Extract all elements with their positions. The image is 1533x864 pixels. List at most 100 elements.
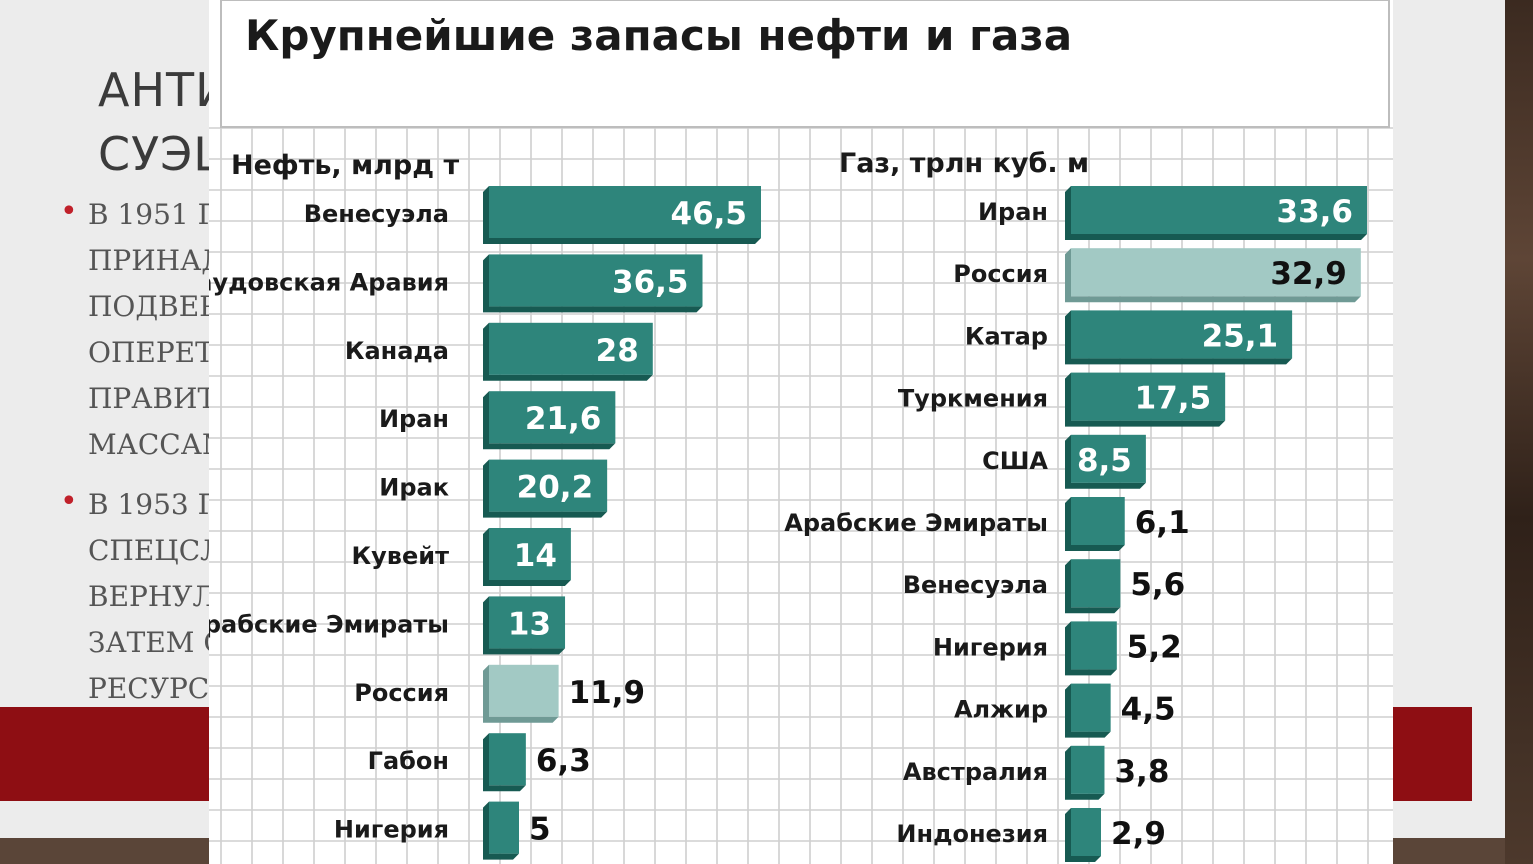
gas-value-label: 4,5	[1121, 692, 1176, 728]
oil-value-label: 6,3	[536, 743, 591, 779]
bar-shadow	[1065, 808, 1101, 862]
bar-shadow	[483, 254, 703, 313]
bar-shadow	[483, 733, 526, 792]
bar-shadow	[1065, 683, 1111, 738]
gas-category-label: Алжир	[954, 696, 1048, 724]
gas-category-label: Венесуэла	[903, 571, 1048, 599]
bar-shadow	[1065, 372, 1226, 427]
gas-category-label: Иран	[978, 198, 1048, 226]
gas-series-title: Газ, трлн куб. м	[839, 148, 1089, 179]
gas-bar	[1071, 683, 1111, 732]
gas-value-label: 6,1	[1135, 505, 1190, 541]
gas-bar	[1071, 808, 1101, 856]
bullet-line: ВЕРНУЛ	[88, 580, 216, 613]
slide-title-line: АНТИ	[98, 63, 231, 117]
oil-category-label: Венесуэла	[304, 200, 449, 228]
oil-series-title: Нефть, млрд т	[231, 150, 459, 181]
gas-category-label: Туркмения	[898, 385, 1048, 413]
slide-title: АНТИ СУЭЦ	[98, 58, 231, 186]
bullet-line: РЕСУРСО	[88, 672, 233, 705]
bullet-line: ОПЕРЕТ	[88, 336, 214, 369]
gas-category-label: Арабские Эмираты	[784, 509, 1048, 537]
oil-bar	[489, 322, 653, 375]
oil-value-label: 21,6	[525, 401, 602, 437]
chart-svg: Крупнейшие запасы нефти и газа Нефть, млр…	[209, 0, 1393, 864]
gas-value-label: 17,5	[1135, 381, 1212, 417]
oil-bar	[489, 459, 608, 512]
bar-shadow	[1065, 745, 1105, 800]
oil-value-label: 14	[514, 538, 557, 574]
bar-shadow	[483, 664, 559, 723]
oil-value-label: 13	[508, 606, 551, 642]
oil-value-label: 28	[596, 333, 639, 369]
oil-value-label: 5	[529, 812, 551, 848]
oil-value-label: 11,9	[569, 675, 646, 711]
gas-bar	[1071, 248, 1361, 297]
gas-value-label: 3,8	[1114, 754, 1169, 790]
bullet-line: ПРАВИТ	[88, 382, 217, 415]
oil-category-label: Канада	[345, 337, 449, 365]
oil-value-label: 36,5	[612, 264, 689, 300]
bar-shadow	[483, 596, 566, 655]
bullet-line: ЗАТЕМ С	[88, 626, 225, 659]
gas-bar	[1071, 434, 1146, 483]
bullet-line: ПРИНАД	[88, 244, 225, 277]
oil-category-label: Габон	[368, 747, 449, 775]
bullet-line: СПЕЦСЛ	[88, 534, 224, 567]
bar-shadow	[1065, 434, 1146, 489]
oil-bar	[489, 528, 571, 580]
bullet-dot-icon: •	[60, 484, 78, 519]
oil-value-label: 46,5	[671, 196, 748, 232]
oil-category-label: Арабские Эмираты	[209, 610, 449, 638]
gas-value-label: 25,1	[1202, 318, 1279, 354]
oil-bar	[489, 596, 566, 649]
gas-value-label: 5,6	[1130, 567, 1185, 603]
chart-title: Крупнейшие запасы нефти и газа	[245, 11, 1072, 60]
gas-bar	[1071, 559, 1121, 608]
bar-shadow	[1065, 497, 1125, 551]
bar-shadow	[1065, 248, 1361, 303]
gas-value-label: 32,9	[1270, 256, 1347, 292]
bar-shadow	[1065, 186, 1367, 240]
oil-value-label: 20,2	[517, 470, 594, 506]
oil-bar	[489, 391, 616, 444]
gas-category-label: США	[982, 447, 1048, 475]
chart-header-box	[220, 0, 1390, 128]
oil-category-label: Ирак	[379, 474, 449, 502]
gas-bar	[1071, 621, 1117, 670]
gas-value-label: 2,9	[1111, 816, 1166, 852]
bar-shadow	[483, 801, 519, 860]
gas-category-label: Катар	[965, 322, 1048, 350]
oil-bar	[489, 186, 761, 238]
gas-value-label: 5,2	[1127, 629, 1182, 665]
gas-value-label: 33,6	[1277, 194, 1354, 230]
oil-category-label: Кувейт	[352, 542, 450, 570]
bullet-line: ПОДВЕР	[88, 290, 218, 323]
oil-bar	[489, 733, 526, 786]
bar-shadow	[1065, 621, 1117, 676]
oil-bar	[489, 801, 519, 854]
oil-bar	[489, 254, 703, 307]
gas-bar	[1071, 372, 1226, 421]
gas-category-label: Австралия	[903, 758, 1048, 786]
bar-shadow	[1065, 559, 1121, 614]
bar-shadow	[483, 186, 761, 244]
bar-shadow	[483, 459, 608, 518]
chart-panel: Крупнейшие запасы нефти и газа Нефть, млр…	[209, 0, 1393, 864]
slide-title-line: СУЭЦ	[98, 127, 230, 181]
bullet-dot-icon: •	[60, 194, 78, 229]
gas-bar	[1071, 310, 1293, 359]
bar-shadow	[483, 391, 616, 450]
bar-shadow	[1065, 310, 1293, 365]
oil-category-label: Нигерия	[334, 816, 449, 844]
gas-bar	[1071, 497, 1125, 545]
oil-category-label: Саудовская Аравия	[209, 268, 449, 296]
gas-value-label: 8,5	[1077, 443, 1132, 479]
gas-category-label: Индонезия	[896, 820, 1048, 848]
oil-category-label: Россия	[354, 679, 449, 707]
bar-shadow	[483, 528, 571, 586]
gas-category-label: Нигерия	[933, 633, 1048, 661]
bullet-line: МАССАМ	[88, 428, 231, 461]
gas-category-label: Россия	[953, 260, 1048, 288]
brick-wall-edge	[1505, 0, 1533, 864]
